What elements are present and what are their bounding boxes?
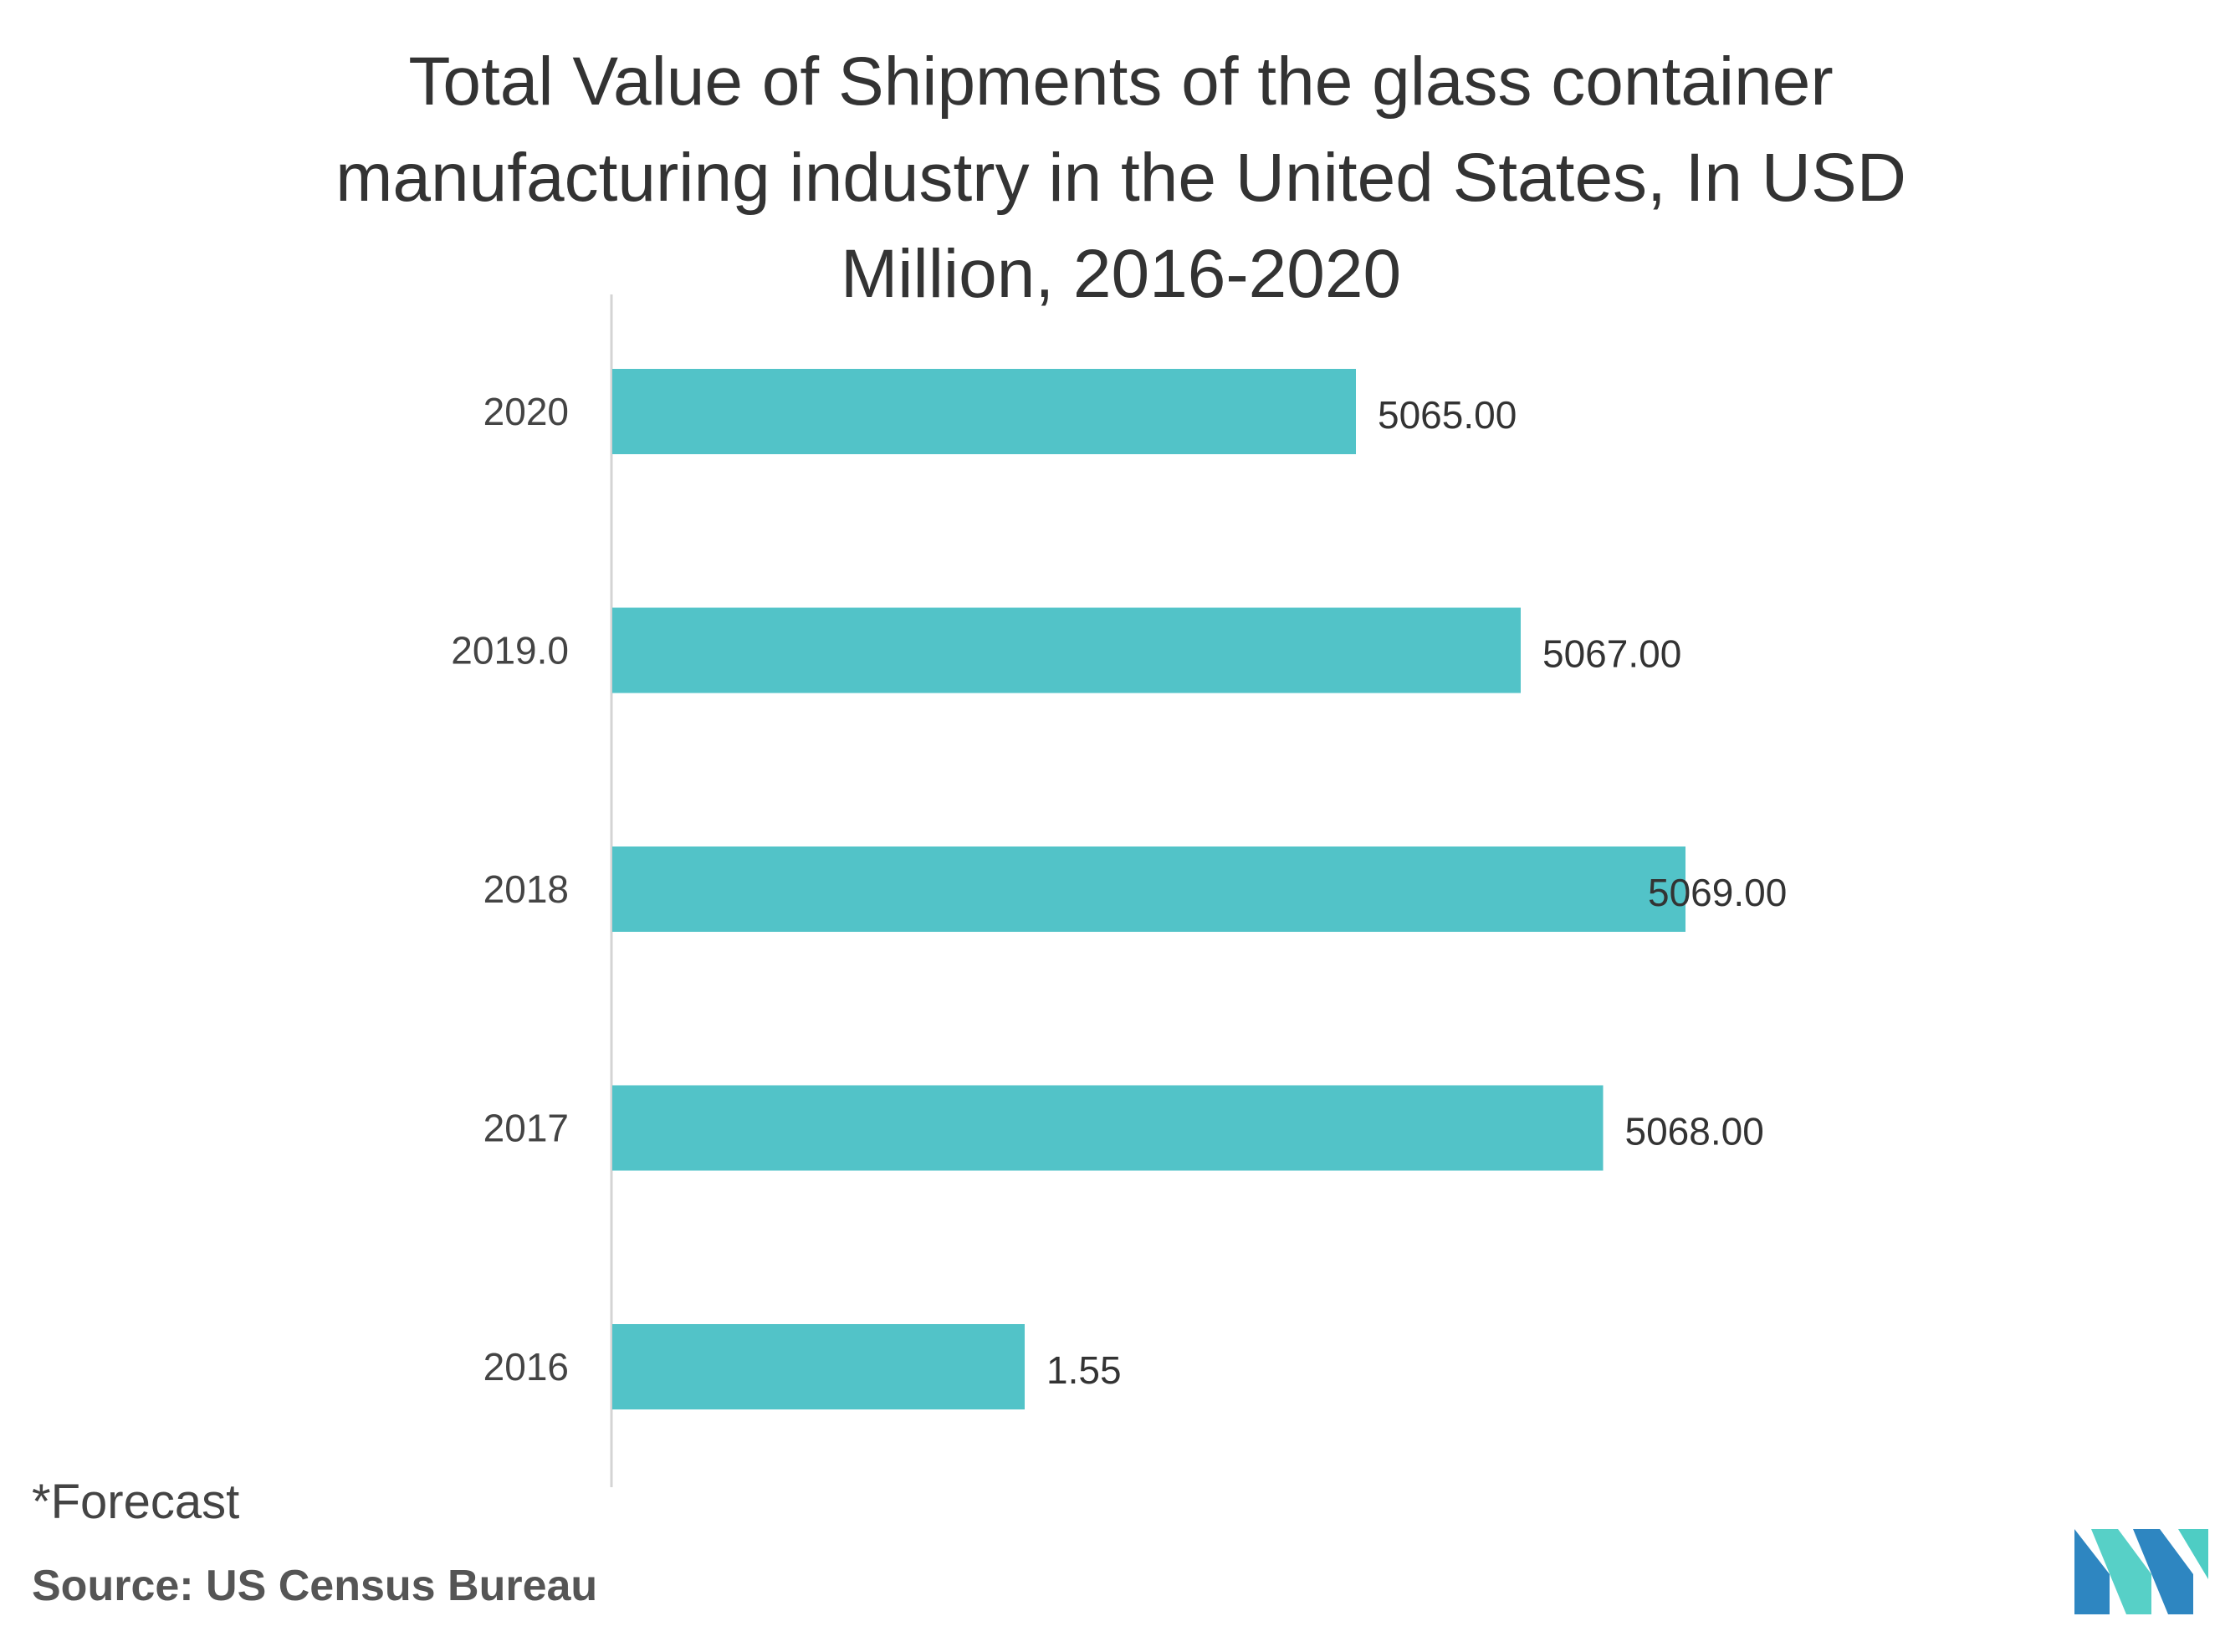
value-label-2020: 5065.00 xyxy=(1378,393,1517,437)
company-logo-icon xyxy=(2074,1529,2208,1614)
bar-2019.0 xyxy=(612,607,1521,693)
value-label-2017: 5068.00 xyxy=(1625,1110,1764,1153)
forecast-footnote: *Forecast xyxy=(32,1475,240,1529)
category-label-2020: 2020 xyxy=(483,390,569,433)
value-label-2019.0: 5067.00 xyxy=(1542,632,1681,676)
source-note: Source: US Census Bureau xyxy=(32,1562,598,1610)
category-label-2016: 2016 xyxy=(483,1345,569,1389)
category-label-2019.0: 2019.0 xyxy=(451,629,569,673)
bar-2017 xyxy=(612,1085,1604,1171)
category-label-2017: 2017 xyxy=(483,1107,569,1150)
chart-title: Total Value of Shipments of the glass co… xyxy=(125,33,2116,322)
bar-2018 xyxy=(612,846,1685,932)
value-label-2018: 5069.00 xyxy=(1648,871,1787,914)
bar-2020 xyxy=(612,369,1356,454)
category-label-2018: 2018 xyxy=(483,867,569,911)
chart-title-line-3: Million, 2016-2020 xyxy=(840,236,1402,312)
chart-title-line-2: manufacturing industry in the United Sta… xyxy=(335,140,1906,216)
bar-2016 xyxy=(612,1324,1025,1409)
value-label-2016: 1.55 xyxy=(1046,1348,1122,1392)
chart-title-line-1: Total Value of Shipments of the glass co… xyxy=(408,43,1834,120)
